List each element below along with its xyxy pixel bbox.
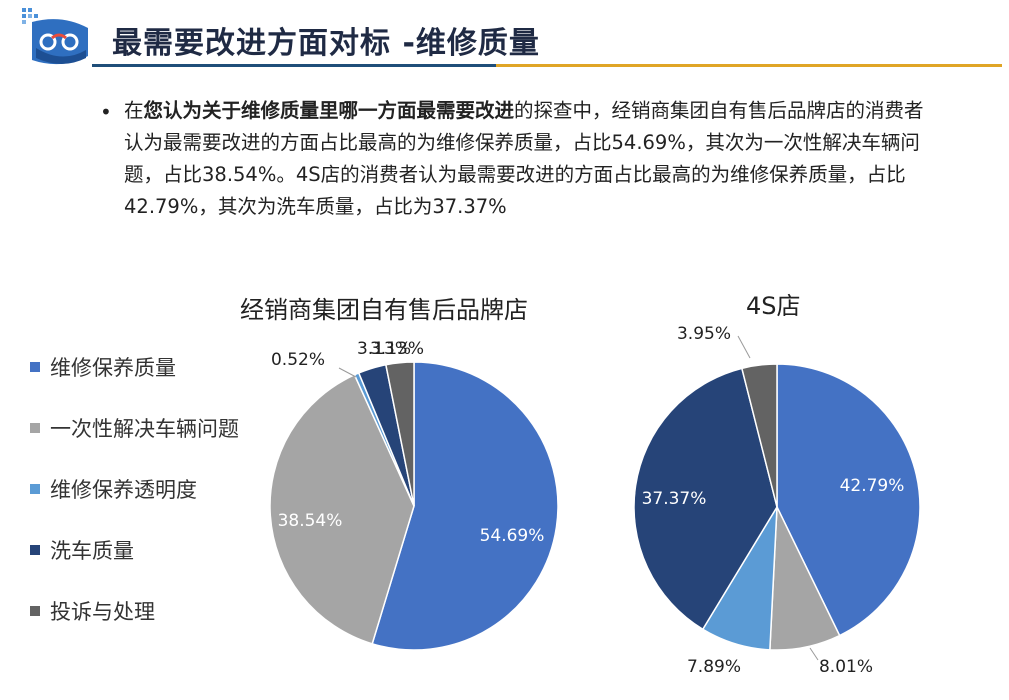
company-logo [22,8,94,70]
leader-line-dealer-2 [338,367,357,378]
pie-slice-4s-3 [633,367,778,631]
legend-label: 维修保养透明度 [50,478,197,502]
pie-slice-4s-0 [776,363,921,637]
title-divider-blue [92,64,496,67]
legend-swatch [30,423,40,433]
data-label-4s-4: 3.95% [677,324,731,344]
data-label-dealer-2: 0.52% [271,350,325,370]
summary-paragraph: 在您认为关于维修质量里哪一方面最需要改进的探查中，经销商集团自有售后品牌店的消费… [124,95,934,223]
legend-swatch [30,545,40,555]
summary-prefix: 在 [124,99,144,122]
pie-slice-4s-4 [740,363,778,508]
legend-label: 一次性解决车辆问题 [50,417,239,441]
legend-label: 投诉与处理 [50,600,155,624]
legend-swatch [30,362,40,372]
legend-label: 维修保养质量 [50,356,176,380]
summary-bold: 您认为关于维修质量里哪一方面最需要改进 [143,99,515,122]
data-label-4s-3: 37.37% [642,489,707,509]
bullet-icon: • [100,100,112,124]
data-label-4s-0: 42.79% [840,476,905,496]
chart-title-4s: 4S店 [746,292,801,320]
pie-slice-dealer-1 [269,373,415,645]
summary-rest: 的探查中，经销商集团自有售后品牌店的消费者认为最需要改进的方面占比最高的为维修保… [124,99,924,218]
chart-title-dealer-group: 经销商集团自有售后品牌店 [240,296,528,324]
legend-swatch [30,606,40,616]
data-label-dealer-4: 3.13% [370,339,424,359]
data-label-dealer-3: 3.13% [357,339,411,359]
legend-label: 洗车质量 [50,539,134,563]
leader-line-4s-1 [809,647,819,661]
data-label-dealer-0: 54.69% [480,526,545,546]
pie-slice-dealer-0 [371,361,559,651]
title-divider-gold [496,64,1002,67]
data-label-dealer-1: 38.54% [278,511,343,531]
page-title: 最需要改进方面对标 -维修质量 [112,26,540,61]
legend-swatch [30,484,40,494]
data-label-4s-1: 8.01% [819,657,873,677]
data-label-4s-2: 7.89% [687,657,741,677]
leader-line-4s-4 [737,335,751,359]
pie-slice-dealer-4 [384,361,415,507]
